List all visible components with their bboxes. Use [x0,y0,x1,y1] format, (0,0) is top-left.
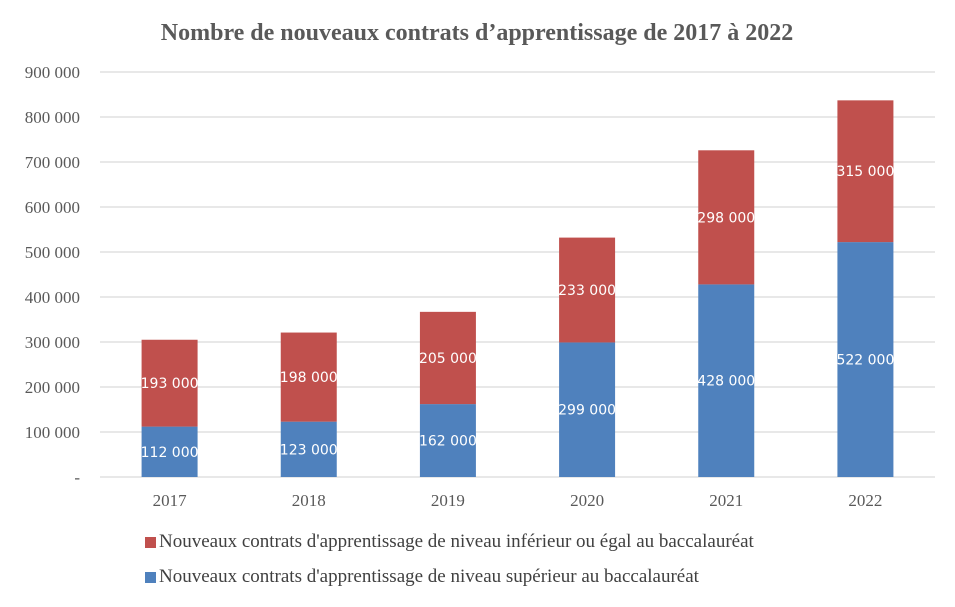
data-label: 123 000 [280,442,338,458]
y-tick-label: 400 000 [25,288,80,307]
x-axis-ticks: 2017 2018 2019 2020 2021 2022 [153,491,883,510]
data-label: 298 000 [697,210,755,226]
bar-segment-higher-2018 [280,421,337,477]
x-tick-label: 2021 [709,491,743,510]
bar-segment-lower-2021 [698,150,755,285]
data-label: 428 000 [697,374,755,390]
legend-item-lower-level: Nouveaux contrats d'apprentissage de niv… [145,531,754,553]
x-tick-label: 2018 [292,491,326,510]
bar-segment-lower-2020 [559,237,616,343]
bar-segment-higher-2021 [698,284,755,477]
bars: 112 000 193 000 123 000 198 000 162 000 205 0… [141,100,894,477]
gridlines [100,71,935,478]
y-tick-label: 700 000 [25,153,80,172]
y-axis-ticks: - 100 000 200 000 300 000 400 000 500 000 600 … [25,63,81,487]
y-tick-label: 900 000 [25,63,80,82]
legend-item-higher-level: Nouveaux contrats d'apprentissage de niv… [145,566,699,588]
bar-segment-higher-2017 [141,426,198,477]
y-tick-label: 300 000 [25,333,80,352]
data-label: 315 000 [836,164,894,180]
y-tick-label: 100 000 [25,423,80,442]
data-label: 205 000 [419,351,477,367]
y-tick-label: 600 000 [25,198,80,217]
data-label: 193 000 [141,376,199,392]
x-tick-label: 2019 [431,491,465,510]
legend-label: Nouveaux contrats d'apprentissage de niv… [159,531,754,552]
bar-segment-lower-2022 [837,100,894,243]
bar-segment-higher-2020 [559,342,616,477]
bar-segment-lower-2018 [280,332,337,422]
data-label: 198 000 [280,370,338,386]
x-tick-label: 2017 [153,491,188,510]
bar-segment-higher-2022 [837,242,894,477]
data-label: 112 000 [141,445,199,461]
chart-title: Nombre de nouveaux contrats d’apprentiss… [161,20,793,46]
legend-swatch-blue [145,571,156,583]
data-label: 162 000 [419,434,477,450]
bar-segment-lower-2017 [141,339,198,427]
data-label: 522 000 [836,353,894,369]
y-tick-label: 500 000 [25,243,80,262]
x-tick-label: 2022 [848,491,882,510]
bar-segment-higher-2019 [419,404,476,477]
bar-segment-lower-2019 [419,311,476,405]
legend-swatch-red [145,536,156,548]
y-tick-label: 200 000 [25,378,80,397]
y-tick-label: 800 000 [25,108,80,127]
x-tick-label: 2020 [570,491,604,510]
data-label: 299 000 [558,403,616,419]
legend-label: Nouveaux contrats d'apprentissage de niv… [159,566,699,587]
y-tick-label: - [74,468,80,487]
data-label: 233 000 [558,283,616,299]
